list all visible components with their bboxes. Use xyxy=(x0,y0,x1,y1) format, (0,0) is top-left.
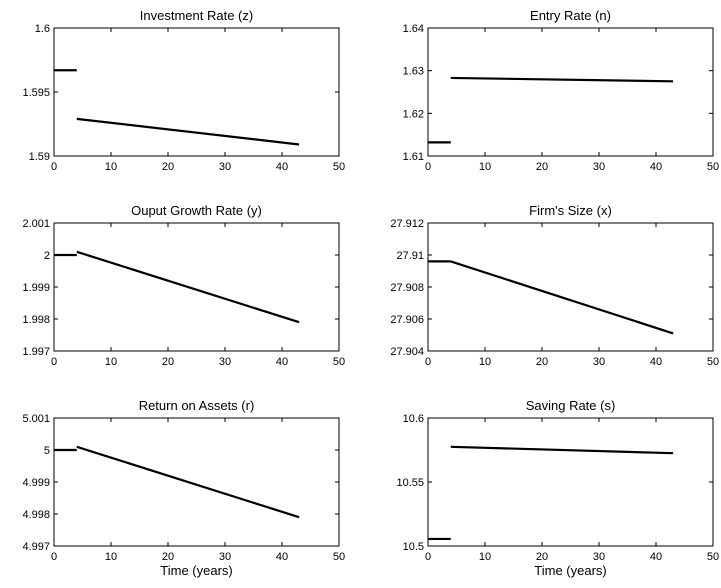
panel-2-ytick-label: 1.63 xyxy=(403,66,424,78)
panel-2-ytick-label: 1.62 xyxy=(403,108,424,120)
panel-4-ytick-label: 27.906 xyxy=(390,314,424,326)
panel-6-xtick-label: 0 xyxy=(425,551,431,563)
panel-1-series-2-line xyxy=(76,117,300,146)
panel-1-xtick-label: 30 xyxy=(219,161,231,173)
panel-1-xtick-label: 10 xyxy=(105,161,117,173)
panel-5-series-2-line xyxy=(76,445,300,519)
panel-4-series-2-line xyxy=(450,260,674,335)
panel-1-xtick-label: 0 xyxy=(51,161,57,173)
panel-5-xtick-label: 20 xyxy=(162,551,174,563)
panel-3-xtick-label: 30 xyxy=(219,356,231,368)
panel-6-ytick-label: 10.6 xyxy=(403,413,424,425)
panel-1-xtick-label: 40 xyxy=(276,161,288,173)
panel-5-xtick-label: 30 xyxy=(219,551,231,563)
panel-1-xtick-label: 20 xyxy=(162,161,174,173)
panel-3-xtick-label: 0 xyxy=(51,356,57,368)
panel-4-xtick-label: 0 xyxy=(425,356,431,368)
panel-3-ytick-label: 1.998 xyxy=(22,314,50,326)
panel-3-ytick-label: 1.997 xyxy=(22,346,50,358)
panel-2-series-2-line xyxy=(450,76,674,83)
panel-6-axes-frame xyxy=(427,417,714,547)
panel-1-xtick-label: 50 xyxy=(333,161,345,173)
panel-1-title: Investment Rate (z) xyxy=(140,8,253,23)
panel-6-xtick-label: 10 xyxy=(479,551,491,563)
panel-5-ytick-label: 5 xyxy=(44,445,50,457)
panel-5-xtick-label: 40 xyxy=(276,551,288,563)
panel-6-xtick-label: 40 xyxy=(650,551,662,563)
panel-6-ytick-label: 10.55 xyxy=(396,477,424,489)
panel-5-axes-frame xyxy=(53,417,340,547)
panel-4-xtick-label: 30 xyxy=(593,356,605,368)
panel-5-xtick-label: 0 xyxy=(51,551,57,563)
panel-3-ytick-label: 1.999 xyxy=(22,282,50,294)
panel-3-xtick-label: 50 xyxy=(333,356,345,368)
panel-3-xtick-label: 20 xyxy=(162,356,174,368)
panel-1-ytick-label: 1.595 xyxy=(22,87,50,99)
panel-2-xtick-label: 20 xyxy=(536,161,548,173)
panel-4-ytick-label: 27.908 xyxy=(390,282,424,294)
panel-6-xtick-label: 30 xyxy=(593,551,605,563)
panel-6-ytick-label: 10.5 xyxy=(403,541,424,553)
panel-2-title: Entry Rate (n) xyxy=(530,8,611,23)
panel-4-title: Firm's Size (x) xyxy=(529,203,612,218)
panel-2-ytick-label: 1.64 xyxy=(403,23,424,35)
panel-5-ytick-label: 5.001 xyxy=(22,413,50,425)
panel-3-axes-frame xyxy=(53,222,340,352)
panel-2-xtick-label: 10 xyxy=(479,161,491,173)
panel-4-xtick-label: 40 xyxy=(650,356,662,368)
panel-4-ytick-label: 27.91 xyxy=(396,250,424,262)
panel-2-ytick-label: 1.61 xyxy=(403,151,424,163)
panel-4-xtick-label: 50 xyxy=(707,356,719,368)
panel-5-xlabel: Time (years) xyxy=(160,563,232,578)
panel-6-series-2-line xyxy=(450,445,674,455)
panel-5-title: Return on Assets (r) xyxy=(139,398,255,413)
panel-3-ytick-label: 2.001 xyxy=(22,218,50,230)
panel-2-xtick-label: 40 xyxy=(650,161,662,173)
panel-1-axes-frame xyxy=(53,27,340,157)
panel-5-ytick-label: 4.998 xyxy=(22,509,50,521)
panel-3-xtick-label: 10 xyxy=(105,356,117,368)
panel-4-ytick-label: 27.904 xyxy=(390,346,424,358)
panel-3-ytick-label: 2 xyxy=(44,250,50,262)
panel-3-series-2-line xyxy=(76,250,300,324)
panel-4-xtick-label: 20 xyxy=(536,356,548,368)
panel-5-ytick-label: 4.997 xyxy=(22,541,50,553)
panel-5-ytick-label: 4.999 xyxy=(22,477,50,489)
panel-2-xtick-label: 30 xyxy=(593,161,605,173)
panel-3-xtick-label: 40 xyxy=(276,356,288,368)
panel-1-ytick-label: 1.6 xyxy=(35,23,50,35)
panel-4-xtick-label: 10 xyxy=(479,356,491,368)
panel-4-ytick-label: 27.912 xyxy=(390,218,424,230)
panel-5-xtick-label: 50 xyxy=(333,551,345,563)
panel-2-axes-frame xyxy=(427,27,714,157)
panel-6-xlabel: Time (years) xyxy=(534,563,606,578)
panel-3-title: Ouput Growth Rate (y) xyxy=(131,203,262,218)
panel-2-xtick-label: 50 xyxy=(707,161,719,173)
panel-5-xtick-label: 10 xyxy=(105,551,117,563)
panel-6-xtick-label: 50 xyxy=(707,551,719,563)
panel-1-ytick-label: 1.59 xyxy=(29,151,50,163)
panel-6-title: Saving Rate (s) xyxy=(526,398,616,413)
panel-6-xtick-label: 20 xyxy=(536,551,548,563)
panel-2-xtick-label: 0 xyxy=(425,161,431,173)
